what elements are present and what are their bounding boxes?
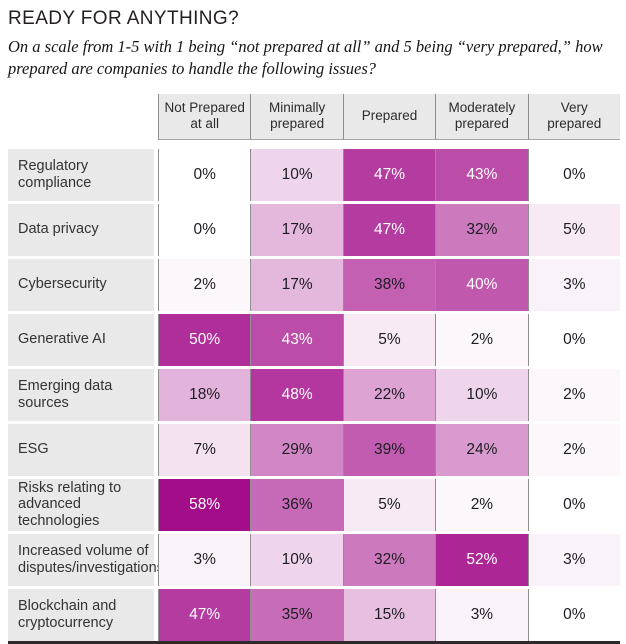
heat-cell: 2% <box>435 313 528 366</box>
heat-cell: 52% <box>435 533 528 586</box>
heat-cell: 5% <box>527 203 620 256</box>
heat-cell: 32% <box>435 203 528 256</box>
heat-cell: 38% <box>342 258 436 311</box>
heat-cell: 40% <box>435 258 528 311</box>
heat-cell: 15% <box>342 588 436 641</box>
row-label: Increased volume of disputes/investigati… <box>8 533 164 586</box>
heat-cell: 3% <box>527 533 620 586</box>
heat-cell: 0% <box>527 478 620 531</box>
row-label: Regulatory compliance <box>8 148 158 201</box>
heat-cell: 2% <box>435 478 528 531</box>
heat-cell: 39% <box>342 423 436 476</box>
heat-cell: 43% <box>250 313 343 366</box>
heat-cell: 58% <box>158 478 251 531</box>
column-header: Prepared <box>342 93 436 140</box>
heat-cell: 5% <box>342 313 436 366</box>
heat-cell: 17% <box>250 258 343 311</box>
heat-cell: 10% <box>250 533 343 586</box>
page-title: READY FOR ANYTHING? <box>8 8 240 29</box>
heat-cell: 3% <box>158 533 251 586</box>
heat-cell: 47% <box>342 203 436 256</box>
heat-cell: 0% <box>527 313 620 366</box>
heat-cell: 29% <box>250 423 343 476</box>
heat-cell: 10% <box>435 368 528 421</box>
column-header: Not Prepared at all <box>158 93 251 140</box>
column-header: Minimally prepared <box>250 93 343 140</box>
heat-cell: 0% <box>158 148 251 201</box>
column-header: Very prepared <box>527 93 620 140</box>
heat-cell: 35% <box>250 588 343 641</box>
heat-cell: 48% <box>250 368 343 421</box>
heat-cell: 7% <box>158 423 251 476</box>
heat-cell: 2% <box>527 423 620 476</box>
heat-cell: 5% <box>342 478 436 531</box>
heat-cell: 50% <box>158 313 251 366</box>
row-label: Risks relating to advanced technologies <box>8 478 158 531</box>
heatmap-grid: Not Prepared at all Minimally prepared Pre… <box>8 93 620 644</box>
heat-cell: 0% <box>527 148 620 201</box>
corner-cell <box>8 93 158 140</box>
row-label: Generative AI <box>8 313 158 366</box>
heat-cell: 2% <box>158 258 251 311</box>
heat-cell: 17% <box>250 203 343 256</box>
heat-cell: 3% <box>435 588 528 641</box>
heat-cell: 36% <box>250 478 343 531</box>
heat-cell: 22% <box>342 368 436 421</box>
chart-subtitle: On a scale from 1-5 with 1 being “not pr… <box>8 37 603 78</box>
heat-cell: 32% <box>342 533 436 586</box>
heat-cell: 2% <box>527 368 620 421</box>
row-label: Data privacy <box>8 203 158 256</box>
row-label: Cybersecurity <box>8 258 158 311</box>
heat-cell: 10% <box>250 148 343 201</box>
heat-cell: 0% <box>527 588 620 641</box>
heat-cell: 0% <box>158 203 251 256</box>
row-label: Blockchain and cryptocurrency <box>8 588 158 641</box>
column-header: Moderately prepared <box>435 93 528 140</box>
heat-cell: 18% <box>158 368 251 421</box>
row-label: ESG <box>8 423 158 476</box>
heat-cell: 24% <box>435 423 528 476</box>
heat-cell: 47% <box>158 588 251 641</box>
row-label: Emerging data sources <box>8 368 158 421</box>
heat-cell: 43% <box>435 148 528 201</box>
heat-cell: 3% <box>527 258 620 311</box>
heat-cell: 47% <box>342 148 436 201</box>
